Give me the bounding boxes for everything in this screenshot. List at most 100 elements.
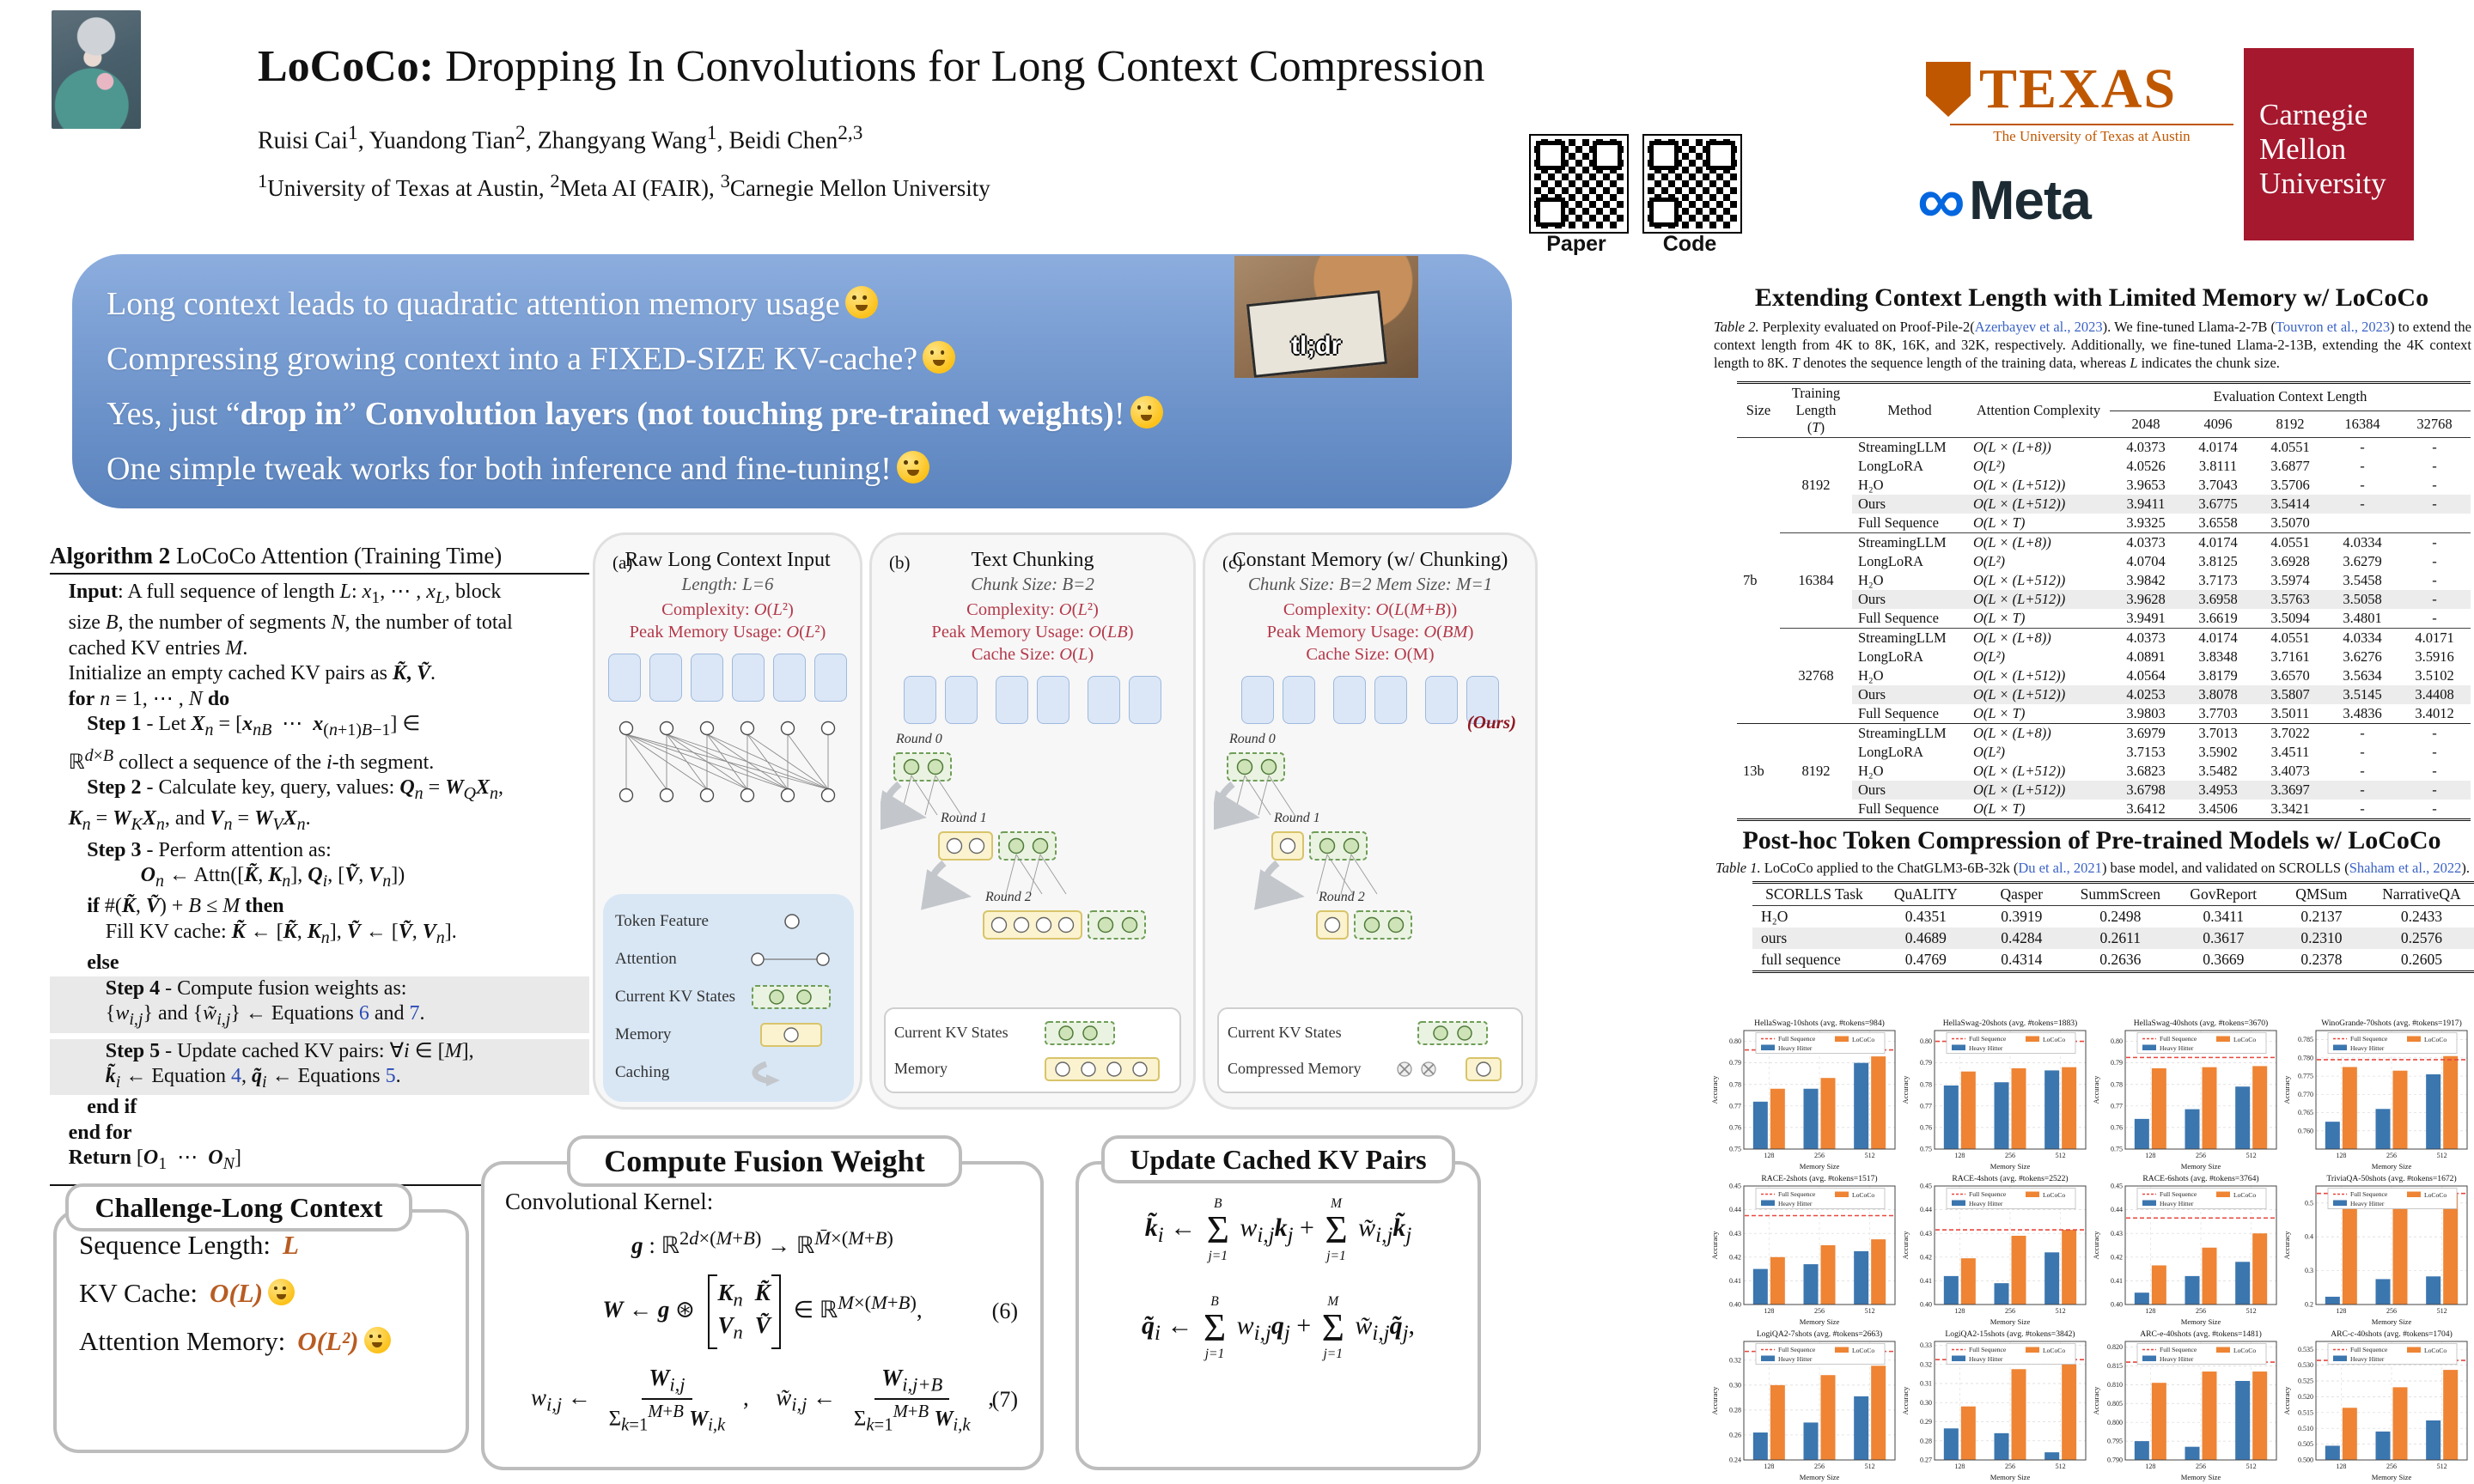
affiliation-list: 1University of Texas at Austin, 2Meta AI… <box>258 170 990 201</box>
legend-box <box>2136 1032 2267 1054</box>
method-cell: Ours <box>1852 590 1967 609</box>
value-cell: 3.4408 <box>2398 685 2471 704</box>
value-cell: 3.7013 <box>2182 723 2254 743</box>
plot-frame <box>1934 1185 2087 1305</box>
size-cell: 7b <box>1743 572 1758 588</box>
x-tick-label: 256 <box>2196 1463 2206 1470</box>
table-row: Full Sequence O(L × T) 3.9491 3.6619 3.5094 3… <box>1737 609 2471 629</box>
token-row <box>881 676 1185 724</box>
bar-lococo <box>1960 1258 1976 1305</box>
legend-box <box>1946 1188 2076 1209</box>
scrolls-table: SCORLLS Task QuALITY Qasper SummScreen GovRe… <box>1752 881 2474 973</box>
method-cell: full sequence <box>1761 951 1841 968</box>
bar-heavy-hitter <box>1803 1088 1819 1149</box>
y-tick-label: 0.24 <box>1729 1457 1741 1464</box>
y-tick-label: 0.800 <box>2107 1419 2123 1426</box>
memory-node <box>946 837 963 855</box>
legend-label: Heavy Hitter <box>2350 1200 2385 1207</box>
meta-logo: ∞ Meta <box>1917 167 2092 234</box>
legend-box <box>2327 1343 2458 1365</box>
bar-heavy-hitter <box>1943 1085 1959 1149</box>
legend-heavy-hitter-swatch <box>2333 1355 2347 1361</box>
legend-label: Full Sequence <box>2350 1346 2388 1353</box>
x-tick-label: 512 <box>2246 1307 2257 1315</box>
chart-svg-10: 0.790 0.795 0.800 0.805 0.810 0.815 0.820 128 25… <box>2092 1329 2277 1481</box>
qr-finder-icon <box>1649 198 1679 227</box>
cmu-logo: Carnegie Mellon University <box>2244 48 2414 240</box>
value-cell: 3.4836 <box>2343 705 2382 721</box>
value-cell: 4.0174 <box>2182 628 2254 648</box>
table1-head: SCORLLS Task QuALITY Qasper SummScreen GovRe… <box>1752 882 2474 906</box>
training-length-cell: 16384 <box>1780 532 1852 629</box>
value-cell: - <box>2398 723 2471 743</box>
tldr-line: Yes, just “drop in” Convolution layers (… <box>107 386 1478 441</box>
section-title-extending: Extending Context Length with Limited Me… <box>1754 283 2429 312</box>
node-icon <box>769 989 784 1005</box>
x-tick-label: 512 <box>2437 1463 2447 1470</box>
table-row: Full Sequence O(L × T) 3.6412 3.4506 3.3421 -… <box>1737 800 2471 820</box>
value-cell: 0.2378 <box>2300 951 2343 968</box>
legend-heavy-hitter-swatch <box>1761 1200 1775 1206</box>
x-tick-label: 128 <box>1764 1152 1774 1159</box>
y-tick-label: 0.32 <box>1729 1356 1741 1364</box>
attention-edge <box>746 733 829 790</box>
bar-lococo <box>2062 1230 2077 1305</box>
value-cell: 3.4511 <box>2270 744 2310 760</box>
legend-box <box>1755 1343 1886 1365</box>
value-cell: - <box>2432 610 2437 626</box>
attention-edge <box>935 775 962 816</box>
value-cell: 3.8111 <box>2198 458 2238 474</box>
value-cell: 0.4351 <box>1904 908 1947 925</box>
memory-node <box>1057 916 1075 934</box>
bar-heavy-hitter <box>1752 1101 1768 1149</box>
x-tick-label: 256 <box>2386 1463 2397 1470</box>
token-node <box>659 721 674 736</box>
legend-label: Heavy Hitter <box>2350 1355 2385 1363</box>
legend-label: LoCoCo <box>1852 1036 1874 1043</box>
attention-edge <box>625 733 667 790</box>
value-cell: 4.0564 <box>2126 667 2166 684</box>
bar-lococo <box>1770 1088 1785 1149</box>
y-tick-label: 0.28 <box>1920 1437 1932 1444</box>
complexity-cell: O(L²) <box>1973 553 2006 569</box>
algorithm-line: Step 3 - Perform attention as: <box>87 838 332 861</box>
value-cell: 4.0334 <box>2326 532 2398 552</box>
chart-title: HellaSwag-40shots (avg. #tokens=3670) <box>2134 1019 2269 1028</box>
value-cell: 4.0171 <box>2398 628 2471 648</box>
y-axis-label: Accuracy <box>1901 1075 1910 1104</box>
attention-edge <box>1029 854 1041 895</box>
token-block <box>1129 676 1161 724</box>
algorithm-box: Algorithm 2 LoCoCo Attention (Training T… <box>50 543 589 1186</box>
algorithm-line: Step 2 - Calculate key, query, values: Q… <box>87 776 504 803</box>
y-tick-label: 0.32 <box>1920 1360 1932 1368</box>
token-node <box>780 788 795 803</box>
table-row: 32768 StreamingLLM O(L × (L+8)) 4.0373 4.017… <box>1737 628 2471 724</box>
node-icon <box>816 952 830 966</box>
x-axis-label: Memory Size <box>2181 1317 2221 1326</box>
x-tick-label: 512 <box>1865 1152 1875 1159</box>
legend-heavy-hitter-swatch <box>2333 1200 2347 1206</box>
method-cell: StreamingLLM <box>1852 532 1967 552</box>
value-cell: 0.2636 <box>2099 951 2142 968</box>
kernel-map-equation: g : ℝ2d×(M+B) → ℝM̄×(M+B) <box>631 1227 893 1258</box>
complexity-cell: O(L²) <box>1973 744 2006 760</box>
x-tick-label: 512 <box>2437 1152 2447 1159</box>
caching-arrowhead-icon <box>766 1074 780 1086</box>
y-tick-label: 0.78 <box>2111 1080 2123 1088</box>
x-tick-label: 256 <box>2005 1152 2015 1159</box>
y-axis-label: Accuracy <box>1901 1386 1910 1415</box>
x-tick-label: 128 <box>1954 1463 1965 1470</box>
ut-subtitle: The University of Texas at Austin <box>1950 124 2233 145</box>
fusion-box-title: Compute Fusion Weight <box>567 1135 962 1187</box>
attention-edge <box>625 733 748 790</box>
value-cell: 3.9325 <box>2126 514 2166 531</box>
attention-edge <box>1340 854 1352 895</box>
value-cell: 4.0551 <box>2254 532 2326 552</box>
complexity-cell: O(L × (L+512)) <box>1973 477 2066 493</box>
algorithm-line: ℝd×B collect a sequence of the i-th segm… <box>68 745 435 774</box>
panel-c-footer: Current KV States Compressed Memory <box>1217 1007 1523 1093</box>
legend-label: Full Sequence <box>1969 1190 2007 1198</box>
legend-label: Full Sequence <box>2350 1190 2388 1198</box>
chart-8: 0.24 0.26 0.28 0.30 0.32 128 256 512 Full Sequen… <box>1709 1328 1900 1483</box>
